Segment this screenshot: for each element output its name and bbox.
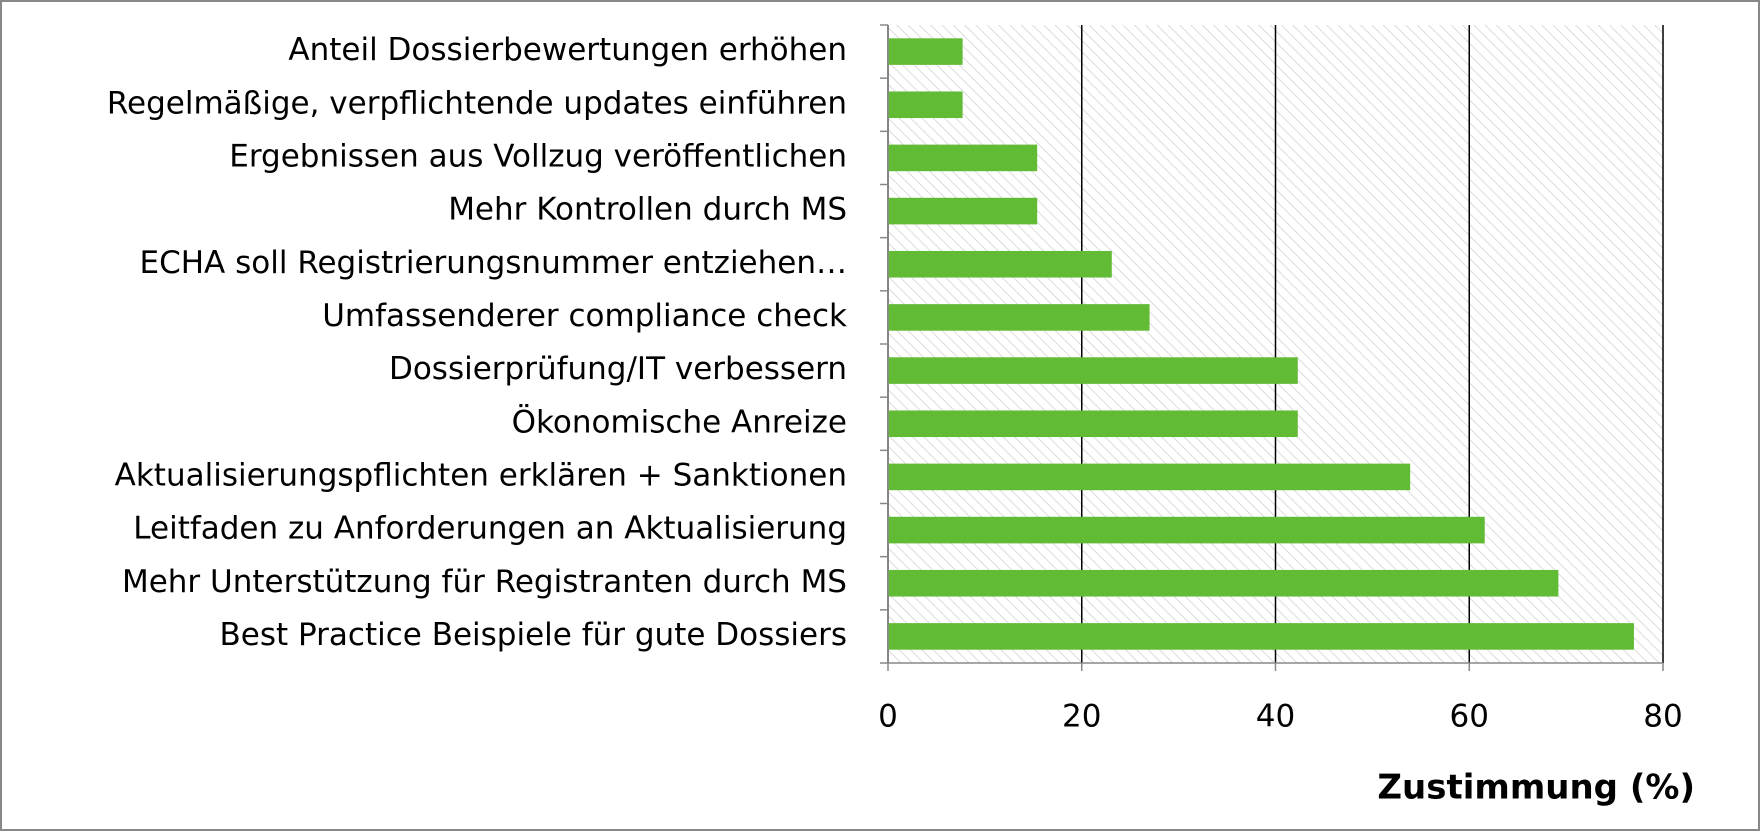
bar bbox=[888, 144, 1038, 172]
x-tick-label: 40 bbox=[1256, 699, 1295, 735]
x-tick-label: 80 bbox=[1643, 699, 1682, 735]
bar bbox=[888, 91, 963, 119]
y-tick-label: ECHA soll Registrierungsnummer entziehen… bbox=[140, 245, 847, 281]
bar bbox=[888, 463, 1411, 491]
bar bbox=[888, 197, 1038, 225]
y-tick-label: Regelmäßige, verpflichtende updates einf… bbox=[107, 85, 847, 121]
x-tick-label: 20 bbox=[1062, 699, 1101, 735]
y-tick-label: Mehr Kontrollen durch MS bbox=[448, 192, 847, 228]
bar bbox=[888, 410, 1298, 438]
y-tick-label: Umfassenderer compliance check bbox=[322, 298, 847, 334]
bar bbox=[888, 357, 1298, 384]
bar bbox=[888, 250, 1112, 278]
y-tick-label: Leitfaden zu Anforderungen an Aktualisie… bbox=[133, 511, 847, 547]
y-tick-label: Aktualisierungspflichten erklären + Sank… bbox=[115, 457, 847, 493]
bar bbox=[888, 569, 1559, 597]
y-tick-label: Anteil Dossierbewertungen erhöhen bbox=[288, 32, 847, 68]
x-tick-label: 0 bbox=[878, 699, 898, 735]
x-tick-label: 60 bbox=[1450, 699, 1489, 735]
bar bbox=[888, 38, 963, 65]
y-tick-label: Best Practice Beispiele für gute Dossier… bbox=[220, 617, 847, 653]
bar bbox=[888, 304, 1150, 331]
y-tick-label: Ergebnissen aus Vollzug veröffentlichen bbox=[229, 138, 847, 174]
x-axis-title: Zustimmung (%) bbox=[1377, 768, 1695, 808]
bar bbox=[888, 516, 1485, 544]
y-tick-label: Ökonomische Anreize bbox=[512, 403, 847, 440]
y-tick-label: Dossierprüfung/IT verbessern bbox=[389, 351, 847, 387]
bar bbox=[888, 623, 1634, 650]
y-tick-label: Mehr Unterstützung für Registranten durc… bbox=[122, 564, 847, 600]
